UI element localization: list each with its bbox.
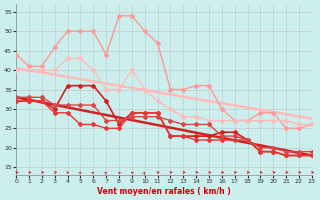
X-axis label: Vent moyen/en rafales ( km/h ): Vent moyen/en rafales ( km/h ) — [97, 187, 231, 196]
